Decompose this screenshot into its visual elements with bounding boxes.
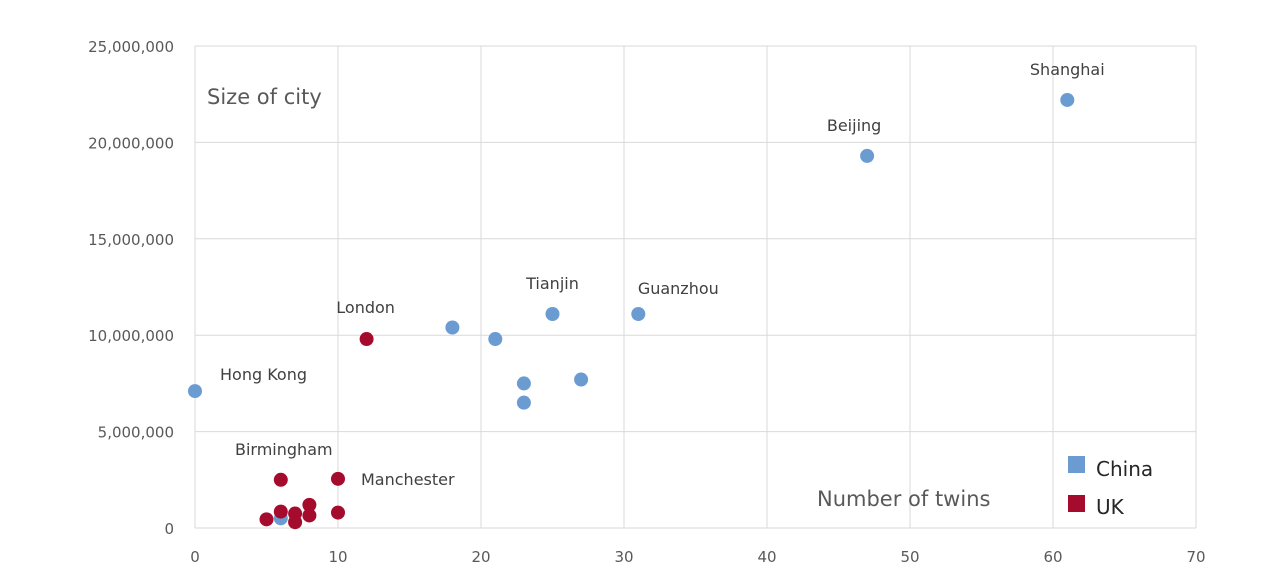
y-tick-label: 15,000,000 <box>88 231 174 249</box>
point-china <box>488 332 503 347</box>
legend-label-china: China <box>1096 457 1153 481</box>
point-label: Tianjin <box>525 274 579 293</box>
point-uk <box>273 472 288 487</box>
legend: China UK <box>1068 456 1153 519</box>
x-tick-label: 0 <box>190 548 200 566</box>
point-uk <box>288 515 303 530</box>
point-uk <box>302 497 317 512</box>
point-labels: Hong Kong Tianjin Guanzhou Beijing Shanghai B… <box>220 60 1105 489</box>
point-uk <box>302 508 317 523</box>
y-tick-label: 25,000,000 <box>88 38 174 56</box>
point-uk <box>331 505 345 520</box>
legend-swatch-uk <box>1068 495 1085 512</box>
y-tick-label: 0 <box>164 520 174 538</box>
point-china <box>545 306 560 321</box>
y-tick-label: 10,000,000 <box>88 327 174 345</box>
y-tick-label: 5,000,000 <box>98 424 174 442</box>
x-tick-label: 10 <box>328 548 347 566</box>
point-china <box>516 376 531 391</box>
point-china <box>516 395 531 410</box>
y-axis-title: Size of city <box>207 85 322 109</box>
x-axis-tick-labels: 0 10 20 30 40 50 60 70 <box>190 548 1205 566</box>
x-tick-label: 20 <box>471 548 490 566</box>
point-label: London <box>336 298 395 317</box>
legend-label-uk: UK <box>1096 495 1125 519</box>
point-label: Hong Kong <box>220 365 307 384</box>
point-china <box>1060 92 1075 107</box>
data-points <box>188 92 1075 530</box>
x-tick-label: 30 <box>614 548 633 566</box>
point-label: Guanzhou <box>638 279 719 298</box>
x-axis-title: Number of twins <box>817 487 990 511</box>
x-tick-label: 70 <box>1186 548 1205 566</box>
legend-swatch-china <box>1068 456 1085 473</box>
y-tick-label: 20,000,000 <box>88 134 174 152</box>
point-uk <box>259 512 274 527</box>
x-tick-label: 40 <box>757 548 776 566</box>
x-tick-label: 50 <box>900 548 919 566</box>
point-uk <box>331 471 345 486</box>
y-axis-tick-labels: 0 5,000,000 10,000,000 15,000,000 20,000,000… <box>88 38 174 538</box>
point-uk <box>359 332 374 347</box>
point-china <box>860 148 875 163</box>
point-china <box>188 384 202 399</box>
point-china <box>445 320 460 335</box>
point-label: Beijing <box>827 116 881 135</box>
x-tick-label: 60 <box>1043 548 1062 566</box>
point-uk <box>273 504 288 519</box>
point-label: Manchester <box>361 470 455 489</box>
point-china <box>631 306 646 321</box>
point-label: Shanghai <box>1030 60 1105 79</box>
point-china <box>574 372 589 387</box>
point-label: Birmingham <box>235 440 333 459</box>
